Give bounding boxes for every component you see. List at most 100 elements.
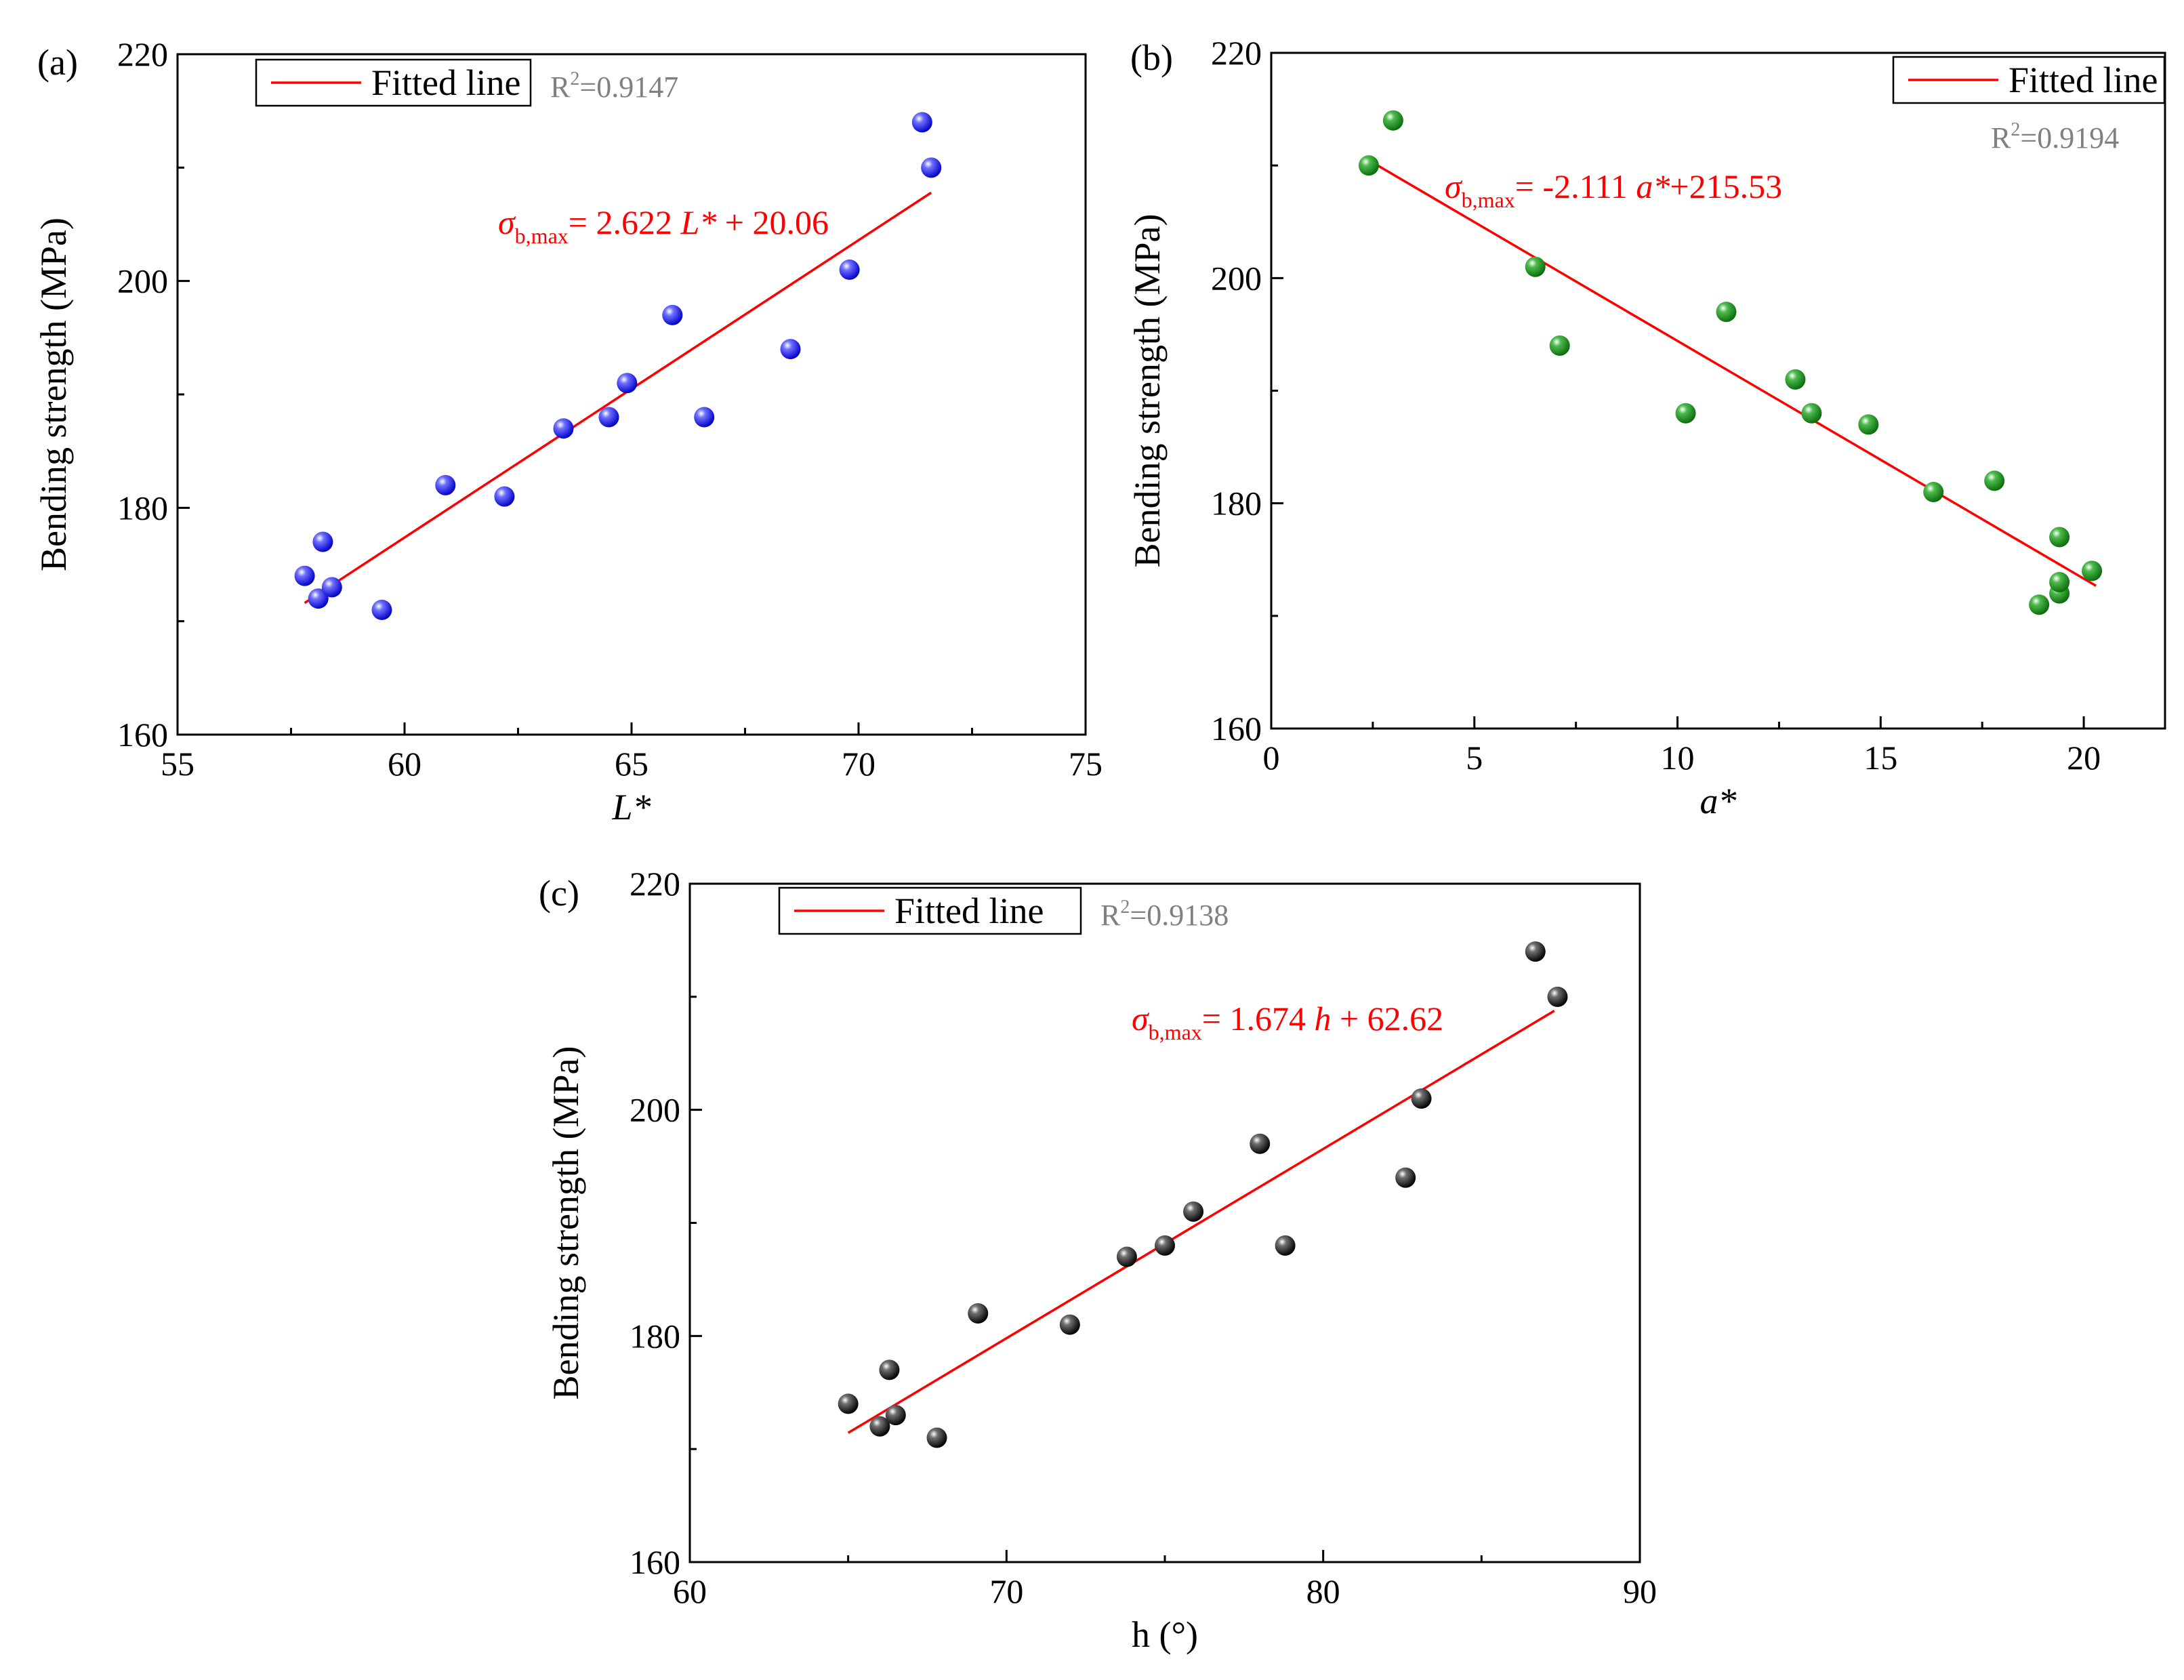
data-point	[838, 1393, 859, 1414]
plot-frame	[688, 882, 1641, 1563]
fitted-line	[304, 191, 932, 605]
legend: Fitted line	[778, 886, 1082, 935]
x-tick-label: 90	[1623, 1572, 1657, 1610]
data-point	[869, 1416, 890, 1437]
data-point	[1183, 1201, 1204, 1222]
legend: Fitted line	[255, 58, 532, 107]
x-axis-label: L*	[611, 787, 651, 827]
data-point	[879, 1359, 900, 1380]
data-point	[294, 565, 315, 586]
data-point	[1059, 1314, 1080, 1335]
data-point	[1382, 110, 1403, 131]
data-point	[662, 304, 683, 325]
x-axis-label: a*	[1700, 781, 1737, 821]
data-point	[1275, 1235, 1296, 1256]
r-squared-value: 0.9194	[2037, 121, 2119, 155]
data-point	[598, 407, 619, 428]
r-squared-value: 0.9147	[596, 70, 678, 104]
r-squared-annotation: R2=0.9138	[1100, 897, 1229, 932]
panel-b: 0 5 10 15 20 160 180 200 220 a* Bending strength (…	[1127, 34, 2166, 821]
plot-frame	[176, 53, 1087, 736]
data-point	[1547, 986, 1568, 1007]
r-squared-annotation: R2=0.9147	[550, 68, 678, 104]
data-point	[1858, 414, 1879, 435]
x-tick-label: 55	[161, 745, 194, 783]
x-tick-label: 5	[1466, 739, 1483, 777]
data-point	[839, 259, 860, 280]
data-point	[911, 112, 932, 133]
data-point	[1155, 1235, 1175, 1256]
x-tick-label: 20	[2067, 739, 2101, 777]
data-point	[1395, 1167, 1416, 1188]
data-point	[321, 577, 342, 598]
x-tick-label: 10	[1661, 739, 1695, 777]
panel-label: (b)	[1130, 37, 1173, 78]
legend-label: Fitted line	[371, 62, 520, 103]
data-point	[780, 339, 801, 360]
data-point	[371, 599, 392, 620]
data-point	[1984, 470, 2005, 491]
data-point	[1801, 403, 1822, 424]
y-tick-label: 180	[117, 489, 168, 527]
y-tick-label: 160	[117, 716, 168, 754]
x-axis-label: h (°)	[1132, 1614, 1198, 1655]
fit-equation: σb,max= 1.674 h + 62.62	[1132, 1000, 1443, 1044]
data-point	[885, 1405, 906, 1426]
x-tick-label: 75	[1069, 745, 1103, 783]
legend-label: Fitted line	[2008, 60, 2158, 100]
y-tick-label: 180	[630, 1317, 680, 1355]
data-point	[1923, 482, 1944, 503]
fitted-line	[847, 1010, 1555, 1434]
y-tick-label: 200	[630, 1091, 680, 1129]
data-point	[312, 531, 333, 552]
y-tick-label: 220	[630, 865, 680, 903]
y-tick-label: 200	[1211, 259, 1262, 297]
data-point	[694, 407, 715, 428]
panel-c: 60 70 80 90 160 180 200 220 h (°) Bending strengt…	[539, 865, 1657, 1655]
y-axis-label: Bending strength (MPa)	[545, 1046, 586, 1400]
fit-equation: σb,max= 2.622 L* + 20.06	[498, 203, 829, 248]
legend: Fitted line	[1892, 56, 2166, 104]
data-point	[1549, 335, 1570, 356]
y-tick-label: 160	[1211, 710, 1262, 747]
x-tick-label: 70	[989, 1572, 1023, 1610]
data-point	[1716, 302, 1737, 323]
y-axis-label: Bending strength (MPa)	[1127, 214, 1168, 568]
data-point	[553, 418, 574, 439]
x-tick-label: 70	[842, 745, 875, 783]
r-squared-annotation: R2=0.9194	[1991, 119, 2119, 155]
data-point	[1675, 403, 1696, 424]
y-tick-label: 160	[630, 1543, 680, 1581]
data-point	[2049, 571, 2070, 592]
data-point	[2029, 594, 2050, 615]
fit-equation: σb,max= -2.111 a*+215.53	[1445, 167, 1782, 212]
data-point	[1785, 369, 1806, 390]
data-point	[926, 1427, 947, 1448]
data-point	[308, 588, 329, 609]
data-point	[2082, 560, 2103, 581]
x-tick-label: 60	[673, 1572, 707, 1610]
panel-label: (c)	[539, 873, 579, 914]
panel-label: (a)	[37, 42, 78, 83]
r-squared-value: 0.9138	[1147, 899, 1229, 932]
x-tick-label: 65	[615, 745, 648, 783]
y-tick-label: 220	[117, 35, 168, 73]
data-point	[1250, 1133, 1271, 1154]
data-point	[921, 157, 942, 178]
data-point	[435, 474, 456, 495]
data-point	[617, 373, 638, 394]
data-point	[1116, 1246, 1137, 1267]
data-point	[1525, 256, 1546, 277]
legend-label: Fitted line	[894, 890, 1044, 931]
fitted-line	[1368, 159, 2097, 587]
data-point	[2049, 527, 2070, 548]
y-tick-label: 220	[1211, 34, 1262, 72]
data-point	[1411, 1088, 1432, 1109]
y-tick-label: 180	[1211, 485, 1262, 523]
y-tick-label: 200	[117, 262, 168, 300]
data-point	[968, 1303, 989, 1324]
data-point	[494, 486, 515, 507]
y-axis-label: Bending strength (MPa)	[33, 218, 74, 571]
x-tick-label: 15	[1863, 739, 1897, 777]
